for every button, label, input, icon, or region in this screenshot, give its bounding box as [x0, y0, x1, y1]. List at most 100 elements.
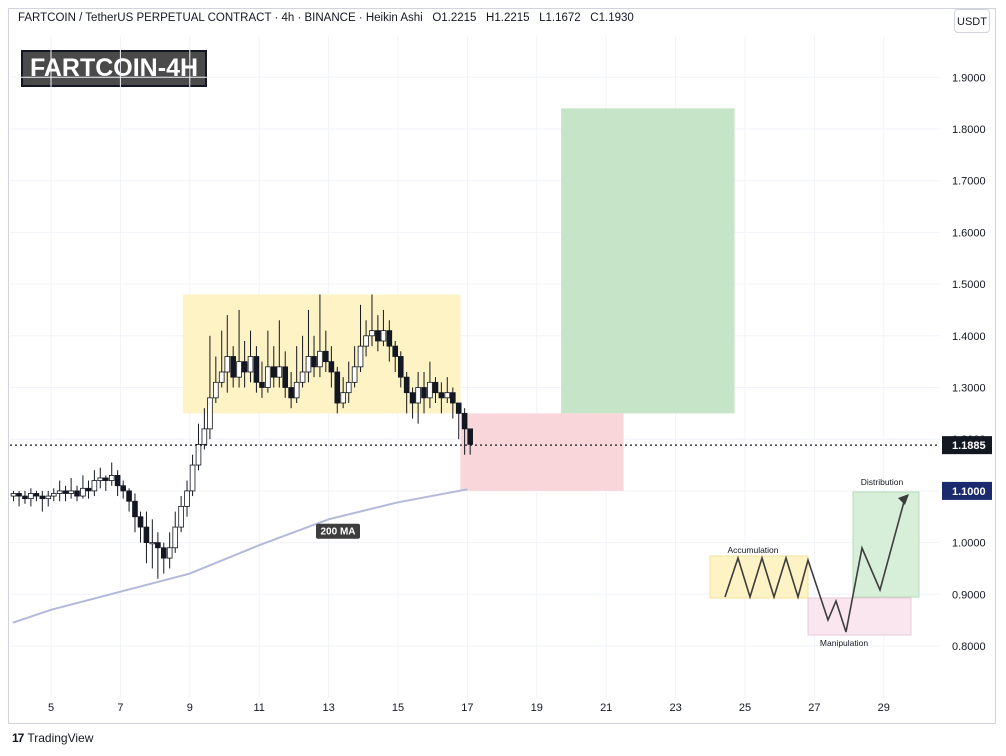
y-tick-label: 1.3000 — [952, 383, 986, 395]
candle-body — [80, 487, 86, 497]
manipulation-zone — [807, 597, 912, 636]
candle-body — [293, 381, 300, 399]
symbol-header[interactable]: FARTCOIN / TetherUS PERPETUAL CONTRACT ·… — [18, 12, 634, 24]
y-tick-label: 1.5000 — [952, 279, 986, 291]
candle-body — [432, 381, 439, 394]
candle-body — [311, 356, 317, 368]
current-price-badge — [942, 436, 992, 455]
x-tick-label: 5 — [48, 702, 54, 714]
y-tick-label: 0.8000 — [952, 641, 986, 653]
x-tick-label: 15 — [392, 702, 404, 714]
x-tick-label: 25 — [739, 702, 751, 714]
candle-body — [392, 345, 399, 357]
candle-body — [195, 443, 202, 466]
candle-body — [213, 381, 219, 399]
candle-body — [85, 487, 92, 492]
current-price-label: 1.1885 — [952, 440, 986, 452]
x-tick-label: 23 — [669, 702, 681, 714]
distribution-zone — [852, 491, 920, 598]
x-tick-label: 7 — [117, 702, 123, 714]
candle-body — [427, 381, 433, 399]
candle-body — [45, 495, 52, 500]
candle-body — [461, 412, 468, 430]
currency-button[interactable]: USDT — [954, 9, 990, 33]
y-tick-label: 1.8000 — [952, 124, 986, 136]
candle-body — [143, 526, 150, 544]
y-axis: 0.80000.90001.00001.10001.20001.30001.40… — [942, 72, 992, 653]
candle-body — [444, 392, 451, 399]
candle-body — [276, 366, 283, 378]
candle-body — [375, 330, 381, 342]
candle-body — [91, 480, 98, 492]
candle-body — [224, 356, 231, 373]
candle-body — [386, 330, 393, 347]
candle-body — [230, 356, 236, 378]
candle-body — [10, 493, 17, 497]
candle-body — [97, 477, 104, 481]
candle-body — [241, 361, 248, 373]
candle-body — [397, 356, 404, 378]
candle-body — [201, 428, 208, 445]
x-tick-label: 19 — [531, 702, 543, 714]
ma-label-badge — [316, 523, 360, 539]
ohlc-open: O1.2215 — [432, 12, 477, 24]
candle-body — [253, 356, 260, 383]
candle-body — [172, 526, 179, 549]
candle-body — [103, 477, 109, 481]
candle-body — [155, 542, 161, 549]
candle-body — [467, 428, 473, 445]
candle-body — [299, 371, 306, 383]
candle-body — [137, 516, 144, 528]
y-tick-label: 1.7000 — [952, 176, 986, 188]
candle-body — [270, 366, 277, 378]
ohlc-low: L1.1672 — [539, 12, 581, 24]
candle-body — [149, 542, 156, 545]
candle-body — [317, 350, 323, 368]
candle-body — [380, 330, 387, 342]
x-tick-label: 17 — [461, 702, 473, 714]
candle-body — [288, 387, 294, 399]
candle-body — [28, 493, 34, 500]
candle-body — [50, 493, 57, 497]
candle-body — [247, 356, 254, 373]
level-badge — [942, 481, 992, 500]
candle-body — [357, 345, 364, 368]
target-box — [561, 108, 735, 414]
footer-brand[interactable]: 17 TradingView — [12, 731, 93, 745]
candle-body — [455, 402, 462, 414]
brand-label: TradingView — [27, 731, 94, 745]
candle-body — [68, 490, 74, 494]
level-label: 1.1000 — [952, 486, 986, 498]
candle-body — [363, 335, 369, 347]
candle-body — [184, 490, 190, 507]
candle-body — [62, 490, 69, 494]
candle-body — [207, 397, 213, 430]
candle-body — [345, 381, 352, 394]
candle-body — [403, 376, 410, 394]
candle-body — [305, 356, 312, 373]
candle-body — [132, 500, 138, 518]
candle-body — [415, 387, 421, 404]
manipulation-label: Manipulation — [820, 638, 868, 648]
candle-body — [409, 392, 416, 404]
candle-body — [39, 495, 46, 500]
plot-area: 200 MA — [10, 36, 940, 698]
accumulation-zone — [709, 555, 809, 599]
x-tick-label: 11 — [253, 702, 264, 714]
candle-body — [114, 474, 121, 487]
tradingview-logo-icon: 17 — [12, 731, 24, 745]
symbol-line: FARTCOIN / TetherUS PERPETUAL CONTRACT ·… — [18, 12, 423, 24]
y-tick-label: 0.9000 — [952, 589, 986, 601]
y-tick-label: 1.9000 — [952, 72, 986, 84]
candle-body — [56, 490, 63, 494]
x-tick-label: 21 — [600, 702, 612, 714]
candle-body — [74, 490, 80, 497]
candle-body — [265, 366, 271, 388]
candle-body — [16, 493, 22, 497]
x-tick-label: 29 — [878, 702, 890, 714]
y-tick-label: 1.0000 — [952, 538, 986, 550]
wyckoff-path — [724, 497, 906, 633]
x-tick-label: 13 — [322, 702, 334, 714]
candle-body — [22, 495, 28, 500]
